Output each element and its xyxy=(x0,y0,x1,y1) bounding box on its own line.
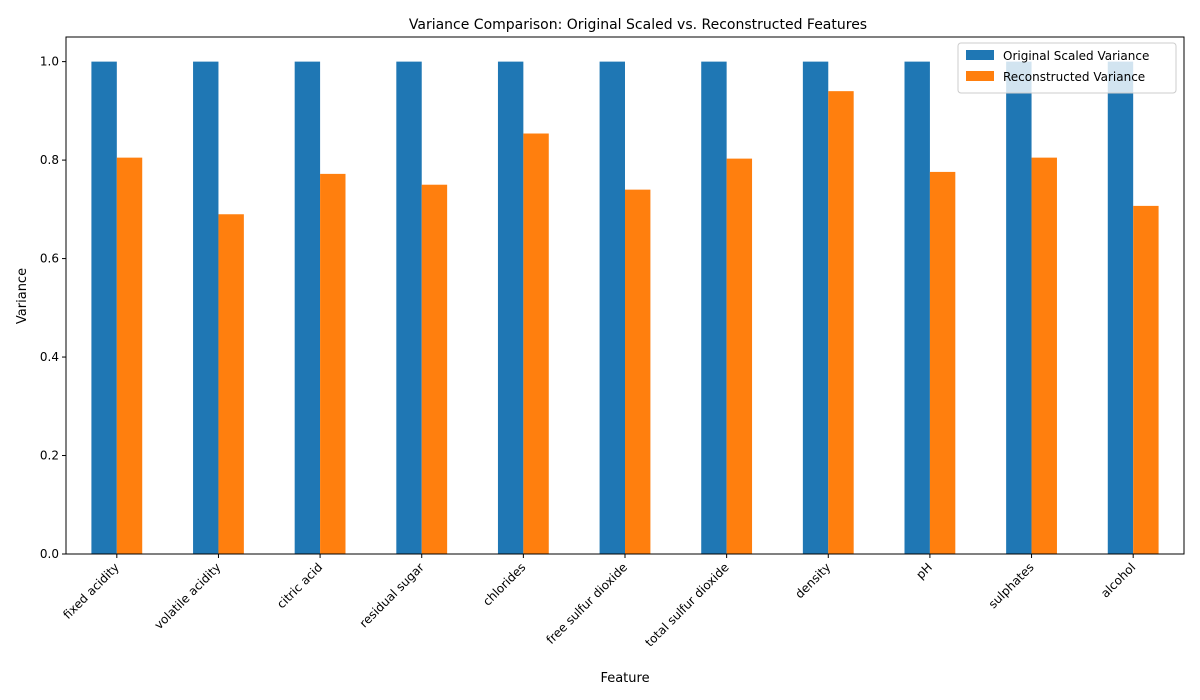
y-tick-label: 0.6 xyxy=(40,252,59,266)
y-tick-label: 0.8 xyxy=(40,153,59,167)
x-tick-label: free sulfur dioxide xyxy=(543,560,630,647)
y-tick-label: 0.2 xyxy=(40,449,59,463)
bar-reconstructed-density xyxy=(828,91,854,554)
x-tick-label: residual sugar xyxy=(357,560,427,630)
bar-reconstructed-ph xyxy=(929,171,956,554)
x-tick-label: citric acid xyxy=(274,560,325,611)
bar-original-chlorides xyxy=(497,61,524,555)
x-axis: fixed acidity volatile acidity citric acid… xyxy=(60,554,1138,650)
legend-label: Original Scaled Variance xyxy=(1003,49,1149,63)
x-tick-label: sulphates xyxy=(986,560,1037,611)
bar-reconstructed-fixed-acidity xyxy=(116,157,143,554)
x-tick-label: fixed acidity xyxy=(60,560,122,622)
bar-original-citric-acid xyxy=(294,61,321,555)
y-axis-label: Variance xyxy=(15,268,30,324)
bar-original-fixed-acidity xyxy=(91,61,117,555)
bar-original-ph xyxy=(904,61,930,555)
bar-reconstructed-sulphates xyxy=(1031,157,1057,554)
x-tick-label: volatile acidity xyxy=(152,560,224,632)
bar-original-sulphates xyxy=(1006,61,1032,555)
y-axis: 0.0 0.2 0.4 0.6 0.8 1.0 xyxy=(40,55,66,561)
bar-reconstructed-residual-sugar xyxy=(421,184,448,554)
bar-reconstructed-citric-acid xyxy=(320,173,346,554)
x-tick-label: total sulfur dioxide xyxy=(642,560,731,649)
bar-reconstructed-chlorides xyxy=(523,133,549,554)
bar-reconstructed-alcohol xyxy=(1133,205,1159,554)
y-tick-label: 0.4 xyxy=(40,350,59,364)
bar-original-density xyxy=(802,61,829,555)
bar-reconstructed-free-sulfur-dioxide xyxy=(625,189,651,554)
bar-reconstructed-total-sulfur-dioxide xyxy=(726,158,753,554)
bar-original-volatile-acidity xyxy=(193,61,219,555)
bars-layer xyxy=(91,61,1159,555)
legend: Original Scaled Variance Reconstructed Va… xyxy=(957,42,1177,94)
x-tick-label: density xyxy=(792,560,833,601)
x-tick-label: pH xyxy=(913,560,935,582)
bar-original-residual-sugar xyxy=(396,61,422,555)
bar-original-total-sulfur-dioxide xyxy=(701,61,727,555)
bar-original-free-sulfur-dioxide xyxy=(599,61,625,555)
x-tick-label: alcohol xyxy=(1098,560,1138,600)
x-tick-label: chlorides xyxy=(480,560,528,608)
legend-box xyxy=(957,42,1177,94)
legend-swatch xyxy=(966,50,994,60)
bar-original-alcohol xyxy=(1107,61,1134,555)
x-axis-label: Feature xyxy=(600,671,649,686)
y-tick-label: 1.0 xyxy=(40,55,59,69)
chart-title: Variance Comparison: Original Scaled vs.… xyxy=(409,17,867,33)
y-tick-label: 0.0 xyxy=(40,547,59,561)
bar-reconstructed-volatile-acidity xyxy=(218,214,244,554)
legend-label: Reconstructed Variance xyxy=(1003,70,1145,84)
legend-swatch xyxy=(966,71,994,81)
